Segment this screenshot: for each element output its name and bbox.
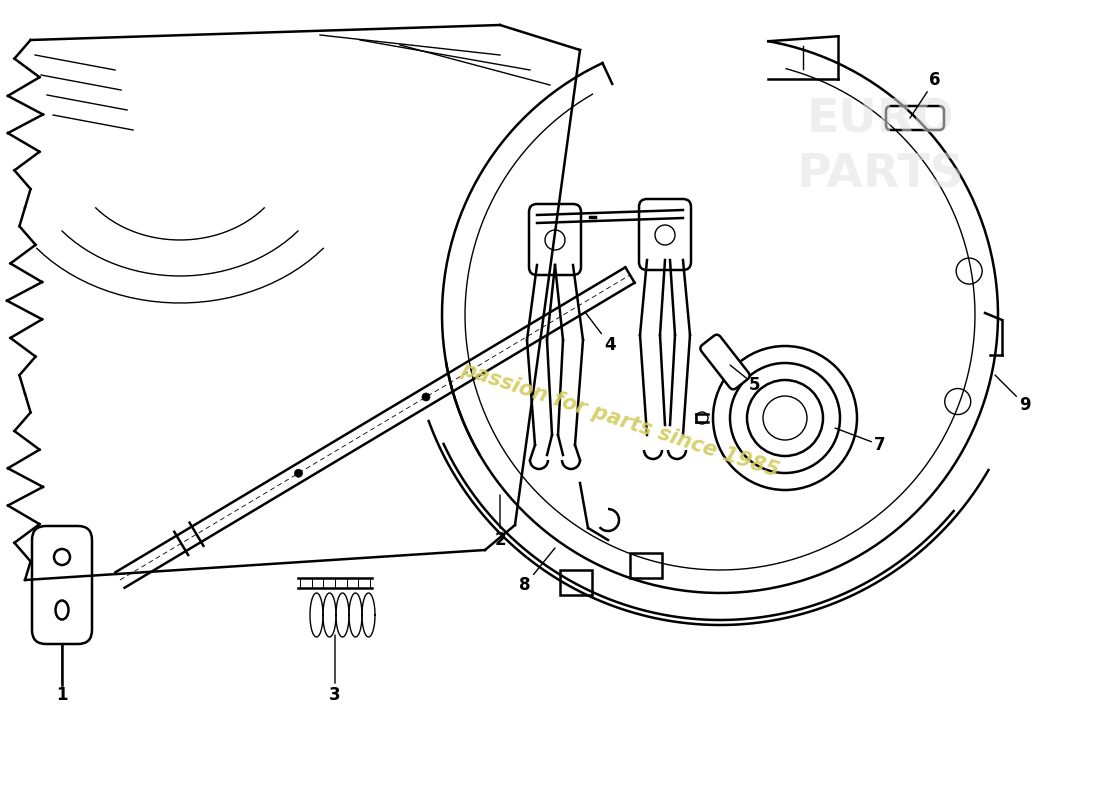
Text: 1: 1 xyxy=(56,645,68,704)
FancyBboxPatch shape xyxy=(560,570,592,595)
FancyBboxPatch shape xyxy=(886,106,944,130)
Text: PARTS: PARTS xyxy=(796,153,964,198)
Text: 3: 3 xyxy=(329,635,341,704)
Text: 5: 5 xyxy=(730,365,761,394)
FancyBboxPatch shape xyxy=(529,204,581,275)
Circle shape xyxy=(422,393,430,401)
Text: 8: 8 xyxy=(519,548,556,594)
Text: 2: 2 xyxy=(494,495,506,549)
Text: 6: 6 xyxy=(910,71,940,118)
FancyBboxPatch shape xyxy=(630,553,662,578)
Text: EURO: EURO xyxy=(806,98,954,142)
Text: 9: 9 xyxy=(996,375,1031,414)
Text: 7: 7 xyxy=(835,428,886,454)
FancyBboxPatch shape xyxy=(701,334,750,390)
Text: 4: 4 xyxy=(585,312,616,354)
FancyBboxPatch shape xyxy=(32,526,92,644)
Circle shape xyxy=(295,470,302,478)
Text: passion for parts since 1985: passion for parts since 1985 xyxy=(459,359,782,481)
FancyBboxPatch shape xyxy=(639,199,691,270)
